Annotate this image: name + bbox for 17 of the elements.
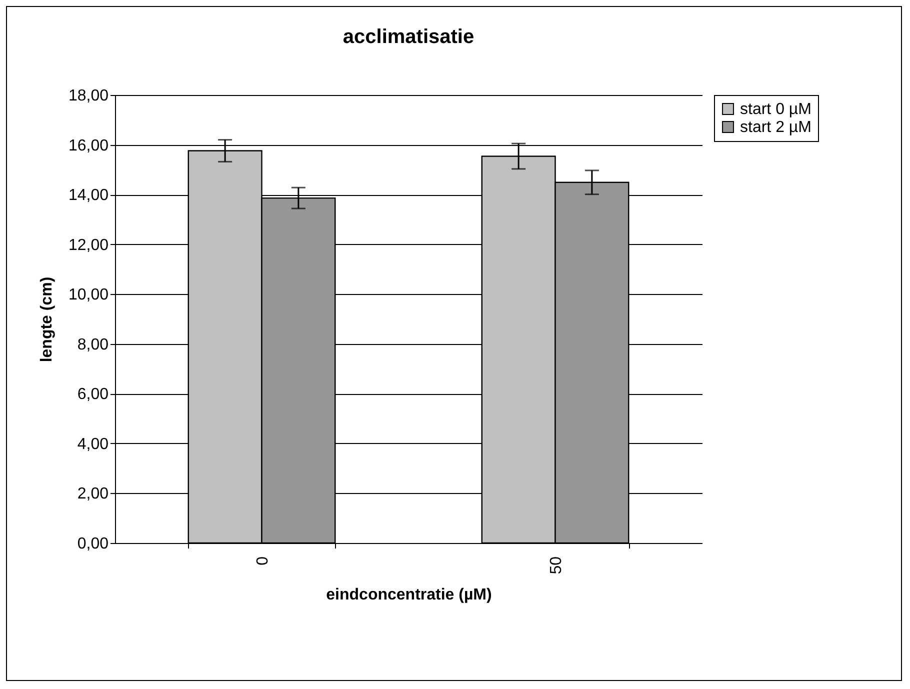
legend-label: start 0 µM bbox=[740, 101, 812, 118]
y-axis-title: lengte (cm) bbox=[38, 276, 56, 362]
y-tick-label: 16,00 bbox=[68, 137, 109, 154]
y-tick-label: 8,00 bbox=[77, 336, 109, 354]
y-tick-label: 4,00 bbox=[77, 436, 109, 453]
legend-label: start 2 µM bbox=[740, 119, 812, 136]
chart-title: acclimatisatie bbox=[342, 26, 474, 48]
y-tick-label: 10,00 bbox=[68, 286, 109, 304]
y-tick-label: 0,00 bbox=[77, 536, 109, 552]
x-axis-title: eindconcentratie (µM) bbox=[326, 586, 492, 604]
y-tick-label: 18,00 bbox=[68, 88, 109, 104]
x-tick-label: 0 bbox=[254, 556, 272, 566]
y-tick-label: 12,00 bbox=[68, 236, 109, 254]
y-tick-label: 2,00 bbox=[77, 486, 109, 503]
x-tick-label: 50 bbox=[548, 556, 565, 574]
y-tick-label: 14,00 bbox=[68, 187, 109, 204]
y-tick-label: 6,00 bbox=[77, 386, 109, 404]
